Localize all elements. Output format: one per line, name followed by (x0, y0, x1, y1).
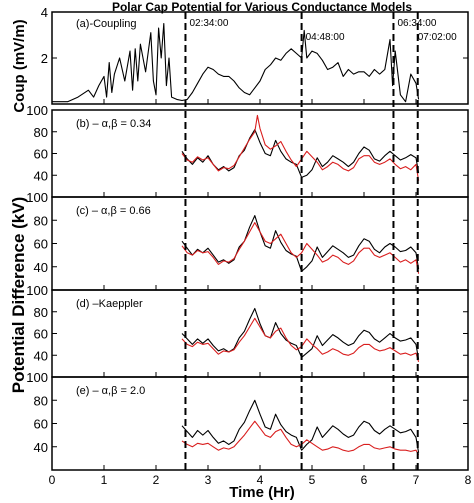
y-tick-label: 40 (34, 440, 48, 455)
x-tick-label: 7 (413, 473, 420, 487)
potential-y-label: Potential Difference (kV) (9, 197, 28, 394)
y-tick-label: 100 (26, 103, 48, 118)
series-line-black (181, 307, 420, 360)
panel-1: 40 60 80 100 (b) – α,β = 0.34 (26, 103, 469, 198)
x-axis: 0 1 2 3 4 5 6 7 8 (49, 473, 472, 487)
panel-label: (c) – α,β = 0.66 (76, 205, 151, 217)
chart-title: Polar Cap Potential for Various Conducta… (112, 0, 412, 14)
y-tick-label: 40 (34, 260, 48, 275)
x-tick-label: 1 (101, 473, 108, 487)
x-tick-label: 8 (465, 473, 472, 487)
y-tick-label: 100 (26, 190, 48, 205)
y-tick-label: 60 (34, 237, 48, 252)
y-tick-label: 4 (41, 5, 48, 20)
event-label: 04:48:00 (306, 32, 345, 43)
series-line-red (181, 222, 420, 274)
x-tick-label: 4 (257, 473, 264, 487)
y-tick-label: 100 (26, 370, 48, 385)
x-tick-label: 6 (361, 473, 368, 487)
y-tick-label: 80 (34, 125, 48, 140)
panel-label: (e) – α,β = 2.0 (76, 385, 145, 397)
event-label: 02:34:00 (189, 18, 228, 29)
y-tick-label: 80 (34, 213, 48, 228)
panel-4: 40 60 80 100 (e) – α,β = 2.0 (26, 370, 469, 471)
x-axis-label: Time (Hr) (229, 484, 295, 501)
y-tick-label: 100 (26, 283, 48, 298)
x-tick-label: 3 (205, 473, 212, 487)
series-line-red (181, 420, 420, 456)
x-tick-label: 2 (153, 473, 160, 487)
y-tick-label: 60 (34, 147, 48, 162)
panel-label: (b) – α,β = 0.34 (76, 118, 151, 130)
y-tick-label: 60 (34, 417, 48, 432)
x-tick-label: 5 (309, 473, 316, 487)
panel-label: (a)-Coupling (76, 18, 137, 30)
x-tick-label: 0 (49, 473, 56, 487)
series-line-black (52, 22, 420, 103)
panel-0: 2 4 (a)-Coupling (41, 5, 469, 105)
y-tick-label: 40 (34, 348, 48, 363)
panel-label: (d) –Kaeppler (76, 298, 143, 310)
y-tick-label: 60 (34, 327, 48, 342)
y-tick-label: 40 (34, 168, 48, 183)
series-line-black (181, 399, 420, 453)
series-line-red (181, 114, 420, 181)
coupling-y-label: Coup (mV/m) (11, 19, 28, 112)
y-tick-label: 80 (34, 305, 48, 320)
panel-2: 40 60 80 100 (c) – α,β = 0.66 (26, 190, 469, 291)
panel-3: 40 60 80 100 (d) –Kaeppler (26, 283, 469, 378)
event-label: 07:02:00 (418, 32, 457, 43)
y-tick-label: 2 (41, 51, 48, 66)
y-tick-label: 80 (34, 393, 48, 408)
